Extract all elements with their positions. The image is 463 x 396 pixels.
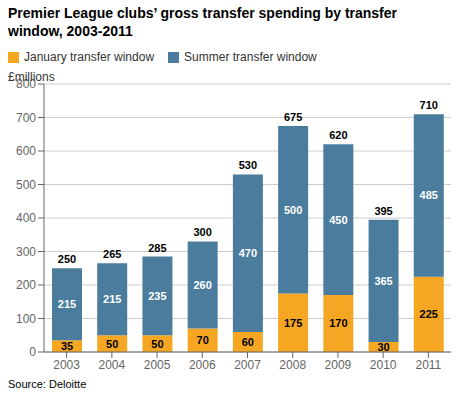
svg-text:450: 450: [329, 214, 347, 226]
svg-text:35: 35: [61, 340, 73, 352]
svg-text:170: 170: [329, 317, 347, 329]
svg-text:2005: 2005: [144, 358, 171, 372]
svg-text:215: 215: [103, 293, 121, 305]
svg-text:2006: 2006: [189, 358, 216, 372]
svg-text:700: 700: [16, 111, 36, 125]
svg-text:175: 175: [284, 317, 302, 329]
svg-text:2003: 2003: [53, 358, 80, 372]
svg-text:265: 265: [103, 248, 121, 260]
svg-text:710: 710: [420, 99, 438, 111]
svg-text:365: 365: [374, 275, 392, 287]
svg-text:215: 215: [58, 298, 76, 310]
svg-text:200: 200: [16, 278, 36, 292]
svg-text:50: 50: [151, 338, 163, 350]
svg-text:400: 400: [16, 211, 36, 225]
svg-text:225: 225: [420, 308, 438, 320]
svg-text:530: 530: [239, 159, 257, 171]
svg-text:395: 395: [374, 205, 392, 217]
svg-text:2010: 2010: [370, 358, 397, 372]
svg-text:285: 285: [148, 242, 166, 254]
svg-text:100: 100: [16, 312, 36, 326]
svg-text:300: 300: [16, 245, 36, 259]
svg-text:2007: 2007: [234, 358, 261, 372]
svg-text:2004: 2004: [98, 358, 125, 372]
svg-text:2011: 2011: [415, 358, 441, 372]
svg-text:250: 250: [58, 253, 76, 265]
svg-text:800: 800: [16, 77, 36, 91]
svg-text:60: 60: [242, 336, 254, 348]
svg-text:500: 500: [284, 204, 302, 216]
svg-text:600: 600: [16, 144, 36, 158]
svg-text:260: 260: [193, 279, 211, 291]
svg-text:235: 235: [148, 290, 166, 302]
svg-text:70: 70: [197, 334, 209, 346]
svg-text:675: 675: [284, 111, 302, 123]
svg-text:30: 30: [377, 341, 389, 353]
svg-text:470: 470: [239, 247, 257, 259]
svg-text:620: 620: [329, 129, 347, 141]
svg-text:2009: 2009: [325, 358, 352, 372]
svg-text:0: 0: [29, 345, 36, 359]
svg-text:300: 300: [193, 226, 211, 238]
svg-text:50: 50: [106, 338, 118, 350]
svg-text:500: 500: [16, 178, 36, 192]
svg-text:485: 485: [420, 189, 438, 201]
svg-text:2008: 2008: [279, 358, 306, 372]
